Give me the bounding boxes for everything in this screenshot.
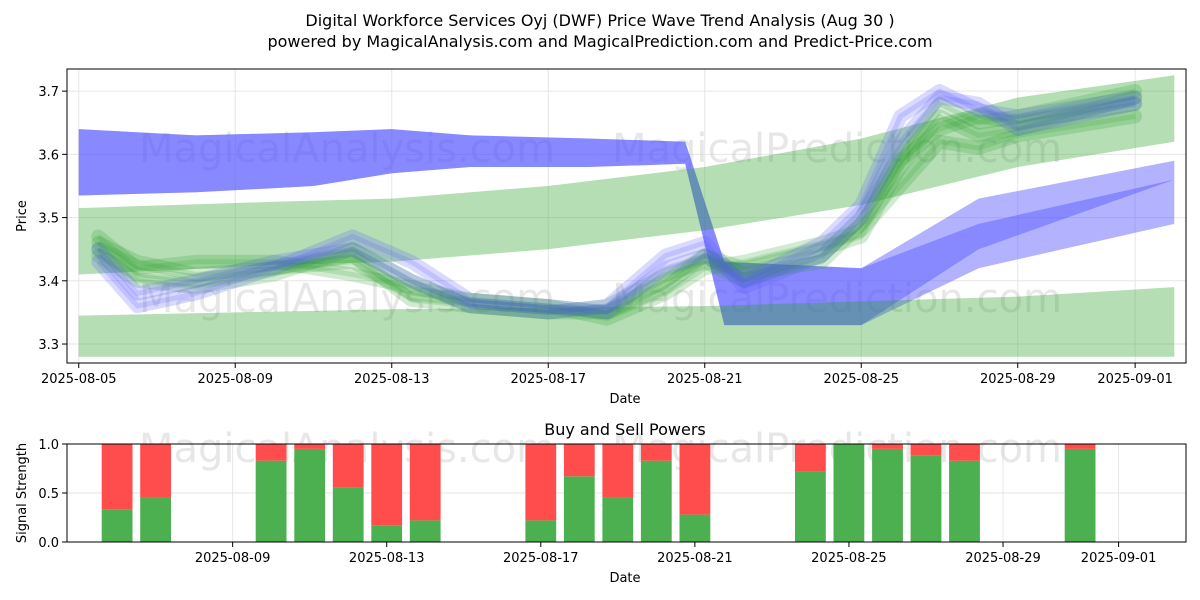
sell-bar [409,444,441,521]
wave-line-green [91,84,1143,320]
trend-band-green [78,75,1175,275]
buy-bar [294,448,326,542]
price-plot-frame [66,68,1187,364]
signal-y-tick-label: 0.0 [38,536,59,551]
sell-bar [640,444,672,461]
signal-x-tick-label: 2025-08-25 [811,551,887,566]
signal-panel: MagicalAnalysis.comMagicalPrediction.com… [38,426,1187,566]
price-y-tick-label: 3.6 [38,148,59,163]
price-y-tick-label: 3.3 [38,338,59,353]
price-x-tick-label: 2025-08-17 [510,372,586,387]
price-y-axis-label: Price [15,200,30,232]
price-x-tick-label: 2025-08-25 [823,372,899,387]
signal-x-tick-label: 2025-08-09 [195,551,271,566]
wave-line-green [91,90,1143,320]
buy-bar [910,455,942,542]
price-x-tick-label: 2025-08-09 [197,372,273,387]
wave-line-core-green [96,101,1136,315]
trend-band-blue [78,129,1175,326]
price-y-tick-label: 3.4 [38,275,59,290]
watermark: MagicalPrediction.com [612,126,1062,172]
price-plot-area [78,75,1175,357]
buy-bar [255,460,287,542]
wave-line-core-green [96,113,1136,322]
sell-bar [1064,444,1096,449]
buy-bar [602,497,634,542]
trend-band-blue [78,129,1175,326]
buy-bar [101,509,133,542]
sell-bar [679,444,711,515]
buy-bar [1064,448,1096,542]
signal-x-tick-label: 2025-08-29 [965,551,1041,566]
signal-x-tick-label: 2025-09-01 [1081,551,1157,566]
chart-title: Digital Workforce Services Oyj (DWF) Pri… [305,11,894,30]
wave-line-core-green [96,88,1136,315]
sell-bar [949,444,980,461]
price-x-tick-label: 2025-09-01 [1097,372,1173,387]
buy-bar [332,487,364,542]
sell-bar [332,444,364,488]
signal-x-tick-label: 2025-08-13 [349,551,425,566]
sell-bar [563,444,595,477]
signal-y-tick-label: 0.5 [38,487,59,502]
sell-bar [101,444,133,510]
wave-line-core-blue [96,95,1136,315]
buy-bar [140,497,171,542]
signal-x-axis-label: Date [609,571,640,586]
price-x-axis-label: Date [609,392,640,407]
sell-bar [872,444,903,449]
price-panel: MagicalAnalysis.com MagicalPrediction.com… [38,68,1187,387]
signal-y-axis-label: Signal Strength [15,443,30,543]
signal-x-tick-label: 2025-08-21 [657,551,733,566]
buy-bar [872,448,903,542]
buy-bar [795,471,826,542]
buy-bar [679,514,711,542]
sell-bar [294,444,326,449]
wave-line-green [91,96,1143,320]
signal-y-tick-label: 1.0 [38,438,59,453]
wave-line-core-green [97,95,1136,315]
wave-line-blue [91,84,1143,320]
price-y-tick-label: 3.5 [38,212,59,227]
buy-bar [833,444,865,542]
chart-subtitle: powered by MagicalAnalysis.com and Magic… [267,32,932,51]
price-x-tick-label: 2025-08-21 [667,372,743,387]
wave-line-core-blue [96,88,1136,315]
buy-bar [409,520,441,542]
sell-bar [910,444,942,456]
price-y-tick-label: 3.7 [38,85,59,100]
wave-line-green [91,109,1143,326]
price-x-tick-label: 2025-08-13 [354,372,430,387]
watermark: MagicalAnalysis.com [139,126,555,172]
buy-bar [640,460,672,542]
sell-bar [795,444,826,472]
sell-bar [140,444,171,498]
sell-bar [525,444,557,521]
buy-bar [949,460,980,542]
watermark: MagicalPrediction.com [612,276,1062,322]
wave-line-blue [91,90,1143,320]
price-x-tick-label: 2025-08-05 [41,372,117,387]
trend-band-green [78,287,1175,357]
sell-bar [602,444,634,498]
signal-chart-title: Buy and Sell Powers [544,420,706,439]
sell-bar [255,444,287,461]
price-x-tick-label: 2025-08-29 [980,372,1056,387]
sell-bar [371,444,403,526]
buy-bar [563,476,595,542]
watermark: MagicalAnalysis.com [139,276,555,322]
signal-x-tick-label: 2025-08-17 [503,551,579,566]
buy-bar [371,525,403,542]
buy-bar [525,520,557,542]
